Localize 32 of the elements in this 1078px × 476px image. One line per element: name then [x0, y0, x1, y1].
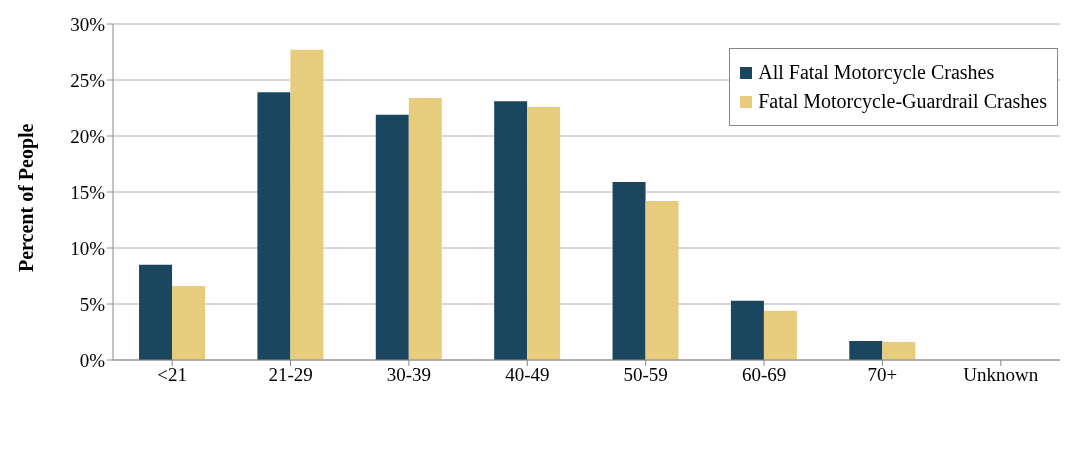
bar	[527, 106, 561, 360]
x-tick-label: 30-39	[386, 364, 432, 386]
bar	[849, 340, 883, 360]
bar	[408, 97, 442, 360]
bar	[494, 101, 528, 360]
x-tick-label: Unknown	[963, 364, 1039, 386]
bar	[645, 200, 679, 360]
y-tick-label: 25%	[70, 69, 106, 91]
y-tick-label: 30%	[70, 13, 106, 35]
legend-label: Fatal Motorcycle-Guardrail Crashes	[758, 90, 1047, 113]
bar	[882, 342, 916, 360]
bar	[290, 49, 324, 360]
bar	[257, 92, 291, 360]
bar	[763, 310, 797, 360]
x-tick-label: 70+	[867, 364, 898, 386]
bar	[730, 300, 764, 360]
x-tick-label: 60-69	[741, 364, 787, 386]
legend-label: All Fatal Motorcycle Crashes	[758, 61, 995, 84]
x-tick-label: 40-49	[505, 364, 550, 386]
bar	[172, 286, 206, 360]
bar	[612, 181, 646, 360]
x-tick-label: 21-29	[268, 364, 313, 386]
x-tick-label: 50-59	[623, 364, 668, 386]
y-tick-label: 0%	[79, 349, 106, 371]
bar	[375, 114, 409, 360]
bar	[139, 264, 173, 360]
y-tick-label: 10%	[70, 237, 106, 259]
y-axis-title: Percent of People	[15, 123, 39, 272]
x-tick-label: <21	[157, 364, 188, 386]
y-tick-label: 20%	[70, 125, 106, 147]
y-tick-label: 5%	[79, 293, 106, 315]
y-tick-label: 15%	[70, 181, 106, 203]
